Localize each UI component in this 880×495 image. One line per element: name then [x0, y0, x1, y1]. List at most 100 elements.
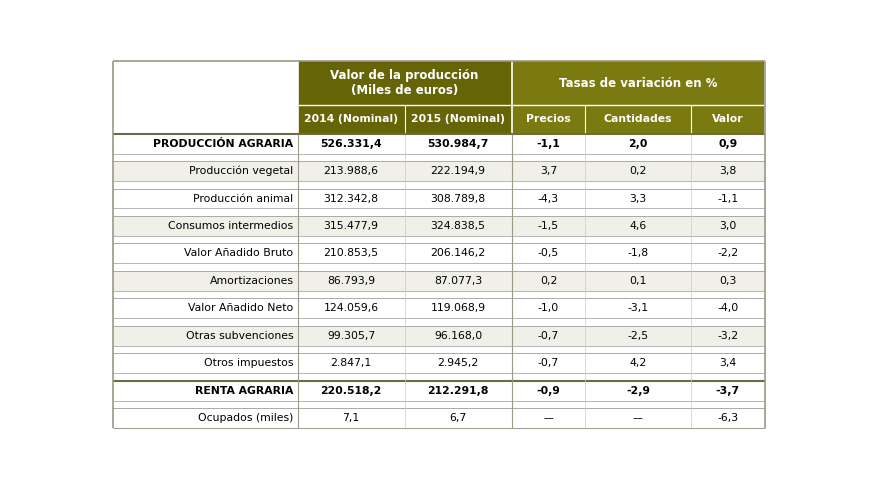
Text: 3,4: 3,4	[719, 358, 737, 368]
Text: 324.838,5: 324.838,5	[430, 221, 486, 231]
Text: 4,2: 4,2	[629, 358, 647, 368]
Text: -4,0: -4,0	[717, 303, 738, 313]
Text: 96.168,0: 96.168,0	[434, 331, 482, 341]
Text: Tasas de variación en %: Tasas de variación en %	[559, 77, 717, 90]
Bar	[114, 326, 765, 346]
Text: RENTA AGRARIA: RENTA AGRARIA	[195, 386, 293, 396]
Text: 0,3: 0,3	[719, 276, 737, 286]
Bar	[114, 381, 765, 400]
Bar	[114, 263, 765, 271]
Bar	[114, 373, 765, 381]
Text: 222.194,9: 222.194,9	[430, 166, 486, 176]
Bar	[114, 181, 765, 189]
Bar	[114, 153, 765, 161]
Text: 3,8: 3,8	[719, 166, 737, 176]
Bar	[114, 161, 765, 181]
Text: 6,7: 6,7	[450, 413, 466, 423]
Text: Producción animal: Producción animal	[194, 194, 293, 203]
Text: 2.847,1: 2.847,1	[331, 358, 371, 368]
Text: 315.477,9: 315.477,9	[324, 221, 378, 231]
Text: 206.146,2: 206.146,2	[430, 248, 486, 258]
Text: PRODUCCIÓN AGRARIA: PRODUCCIÓN AGRARIA	[153, 139, 293, 148]
Text: 530.984,7: 530.984,7	[428, 139, 489, 148]
Bar	[114, 291, 765, 298]
Text: -3,1: -3,1	[627, 303, 649, 313]
Bar	[297, 61, 511, 105]
Text: -1,0: -1,0	[538, 303, 559, 313]
Text: Otros impuestos: Otros impuestos	[204, 358, 293, 368]
Bar	[114, 134, 765, 153]
Text: 210.853,5: 210.853,5	[324, 248, 378, 258]
Text: -2,2: -2,2	[717, 248, 738, 258]
Text: 87.077,3: 87.077,3	[434, 276, 482, 286]
Text: -4,3: -4,3	[538, 194, 559, 203]
Text: -6,3: -6,3	[717, 413, 738, 423]
Bar	[297, 105, 405, 134]
Text: 2,0: 2,0	[628, 139, 648, 148]
Text: Valor Añadido Bruto: Valor Añadido Bruto	[184, 248, 293, 258]
Text: Valor Añadido Neto: Valor Añadido Neto	[188, 303, 293, 313]
Text: -0,5: -0,5	[538, 248, 559, 258]
Text: Cantidades: Cantidades	[604, 114, 672, 124]
Text: -1,5: -1,5	[538, 221, 559, 231]
Text: 0,2: 0,2	[629, 166, 647, 176]
Text: 99.305,7: 99.305,7	[327, 331, 375, 341]
Text: 308.789,8: 308.789,8	[430, 194, 486, 203]
Text: -0,9: -0,9	[537, 386, 561, 396]
Text: Otras subvenciones: Otras subvenciones	[186, 331, 293, 341]
Text: Amortizaciones: Amortizaciones	[209, 276, 293, 286]
Bar	[114, 216, 765, 236]
Text: Ocupados (miles): Ocupados (miles)	[198, 413, 293, 423]
Bar	[114, 298, 765, 318]
Bar	[405, 105, 511, 134]
Text: Valor: Valor	[712, 114, 744, 124]
Text: 2014 (Nominal): 2014 (Nominal)	[304, 114, 398, 124]
Bar	[691, 105, 765, 134]
Text: 312.342,8: 312.342,8	[324, 194, 378, 203]
Text: 7,1: 7,1	[342, 413, 360, 423]
Text: -0,7: -0,7	[538, 358, 559, 368]
Text: -2,5: -2,5	[627, 331, 649, 341]
Bar	[511, 61, 765, 105]
Text: -1,8: -1,8	[627, 248, 649, 258]
Bar	[114, 105, 297, 134]
Bar	[114, 271, 765, 291]
Text: Producción vegetal: Producción vegetal	[189, 166, 293, 176]
Text: -2,9: -2,9	[627, 386, 650, 396]
Text: -0,7: -0,7	[538, 331, 559, 341]
Text: ––: ––	[543, 413, 554, 423]
Text: 4,6: 4,6	[629, 221, 647, 231]
Text: Valor de la producción
(Miles de euros): Valor de la producción (Miles de euros)	[330, 69, 479, 97]
Bar	[114, 400, 765, 408]
Text: 2015 (Nominal): 2015 (Nominal)	[411, 114, 505, 124]
Bar	[114, 318, 765, 326]
Text: 3,0: 3,0	[719, 221, 737, 231]
Text: 526.331,4: 526.331,4	[320, 139, 382, 148]
Text: 2.945,2: 2.945,2	[437, 358, 479, 368]
Bar	[114, 346, 765, 353]
Text: ––: ––	[633, 413, 643, 423]
Text: 3,7: 3,7	[540, 166, 557, 176]
Text: 119.068,9: 119.068,9	[430, 303, 486, 313]
Bar	[585, 105, 691, 134]
Bar	[114, 189, 765, 208]
Bar	[114, 61, 297, 105]
Text: -1,1: -1,1	[717, 194, 738, 203]
Text: -3,7: -3,7	[715, 386, 740, 396]
Text: 220.518,2: 220.518,2	[320, 386, 382, 396]
Text: 0,1: 0,1	[629, 276, 647, 286]
Text: 124.059,6: 124.059,6	[324, 303, 378, 313]
Bar	[114, 244, 765, 263]
Text: -1,1: -1,1	[537, 139, 561, 148]
Bar	[114, 208, 765, 216]
Text: 0,9: 0,9	[718, 139, 737, 148]
Text: 0,2: 0,2	[539, 276, 557, 286]
Text: 213.988,6: 213.988,6	[324, 166, 378, 176]
Text: 3,3: 3,3	[629, 194, 647, 203]
Text: 212.291,8: 212.291,8	[428, 386, 489, 396]
Text: Precios: Precios	[526, 114, 571, 124]
Text: -3,2: -3,2	[717, 331, 738, 341]
Text: Consumos intermedios: Consumos intermedios	[168, 221, 293, 231]
Bar	[114, 353, 765, 373]
Text: 86.793,9: 86.793,9	[327, 276, 375, 286]
